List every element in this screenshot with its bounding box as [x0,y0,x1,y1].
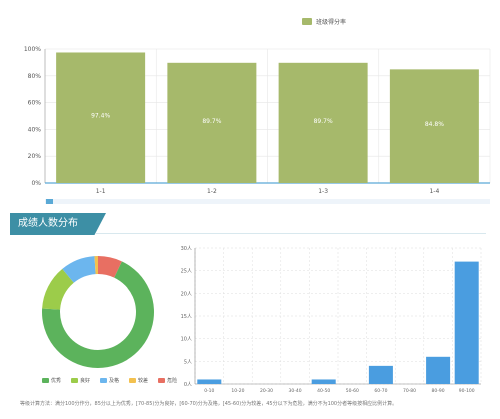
y-tick-label: 0人 [184,382,192,388]
y-tick-label: 5人 [184,359,192,365]
bar [56,52,146,183]
x-tick-label: 30-40 [289,388,302,394]
legend-swatch [302,18,312,25]
section-divider [96,233,486,234]
bar-data-label: 97.4% [91,113,110,120]
bar [167,62,257,183]
x-tick-label: 70-80 [403,388,416,394]
top-chart-legend[interactable]: 班级得分率 [302,17,346,26]
y-tick-label: 0% [31,180,41,187]
donut-slice-良好 [42,268,74,310]
bar-data-label: 84.8% [425,121,444,128]
x-tick-label: 40-50 [317,388,330,394]
x-tick-label: 1-1 [96,188,106,195]
donut-legend-item[interactable]: 良好 [71,377,90,384]
score-rate-bar-chart: 0% 20% 40% 60% 80% 100% 97.4% 1-1 89.7% 1-2 89.7% 1… [24,46,491,204]
scrollbar-track [45,199,490,204]
donut-legend-item[interactable]: 优秀 [42,377,61,384]
y-tick-label: 100% [24,46,41,53]
grade-donut-chart [42,256,154,368]
bar-data-label: 89.7% [314,118,333,125]
donut-legend-item[interactable]: 及格 [100,377,119,384]
bar [311,379,336,384]
y-tick-label: 60% [28,100,42,107]
x-tick-label: 60-70 [374,388,387,394]
donut-legend-item[interactable]: 危险 [158,377,177,384]
y-tick-label: 15人 [181,314,192,320]
scrollbar-thumb[interactable] [46,199,53,204]
x-tick-label: 1-3 [318,188,328,195]
bar [454,261,479,384]
legend-label: 班级得分率 [316,19,347,26]
x-tick-label: 1-4 [429,188,439,195]
y-tick-label: 30人 [181,246,192,252]
x-tick-label: 90-100 [459,388,475,394]
x-tick-label: 80-90 [432,388,445,394]
donut-slice-危险 [98,256,122,278]
x-tick-label: 10-20 [231,388,244,394]
donut-legend-item[interactable]: 较差 [129,377,148,384]
y-tick-label: 25人 [181,269,192,275]
donut-slice-优秀 [42,261,154,368]
bar [368,365,393,384]
score-distribution-bar-chart: 0人 5人 10人 15人 20人 25人 30人 0-10 10-20 20-30 30-40 40… [181,246,482,394]
grading-method-note: 等级计算方法：满分100分作分，85分以上为优秀，[70-85)分为良好，[60… [20,401,398,407]
y-tick-label: 40% [28,126,42,133]
section-title: 成绩人数分布 [10,213,106,235]
bar [278,62,368,183]
x-tick-label: 20-30 [260,388,273,394]
x-tick-label: 50-60 [346,388,359,394]
y-tick-label: 10人 [181,337,192,343]
y-tick-label: 20% [28,153,42,160]
x-tick-label: 0-10 [204,388,214,394]
donut-slice-较差 [94,256,98,275]
bar [426,356,451,384]
bar [389,69,479,183]
bar-data-label: 89.7% [202,118,221,125]
y-tick-label: 20人 [181,291,192,297]
y-tick-label: 80% [28,73,42,80]
donut-slice-及格 [62,256,96,283]
bar [197,379,222,384]
donut-legend: 优秀 良好 及格 较差 危险 [42,377,177,384]
x-tick-label: 1-2 [207,188,217,195]
